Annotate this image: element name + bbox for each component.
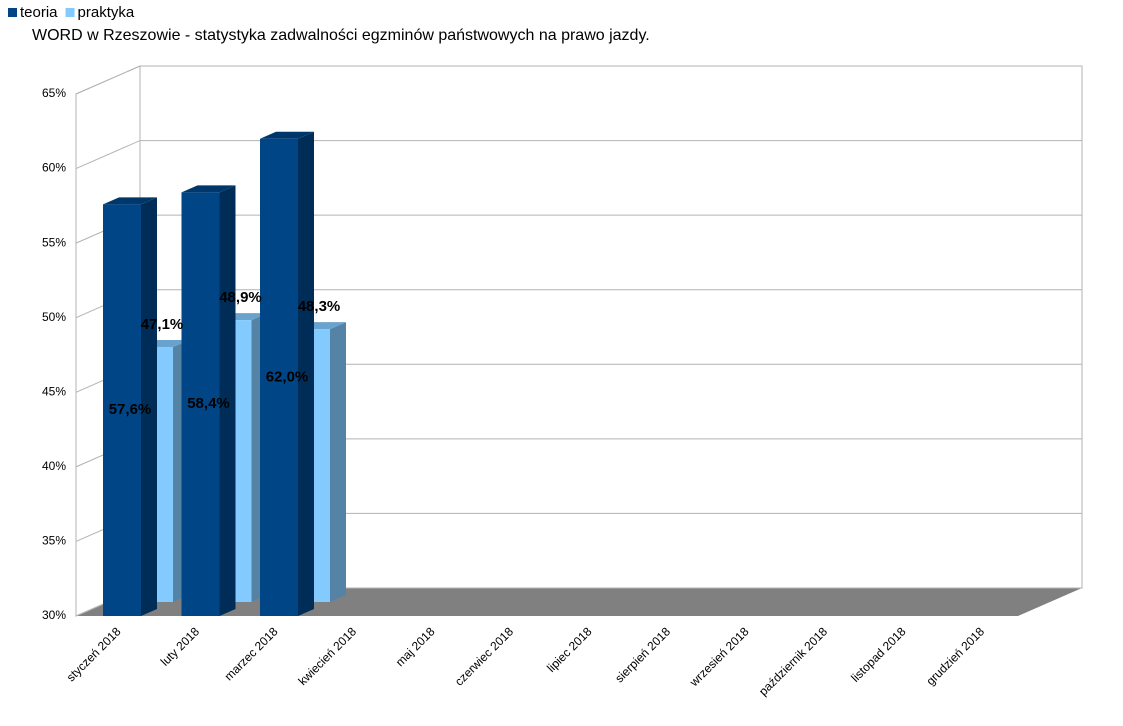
x-tick-label: kwiecień 2018 (295, 624, 359, 688)
value-label: 48,9% (219, 289, 262, 306)
x-tick-label: październik 2018 (756, 624, 830, 698)
x-tick-label: grudzień 2018 (923, 624, 987, 688)
bar-top (260, 131, 314, 139)
bar-side (298, 131, 314, 616)
bar-side (219, 185, 236, 617)
bar-side (330, 322, 346, 602)
x-tick-label: luty 2018 (158, 624, 203, 669)
legend-label: teoria (20, 4, 58, 21)
y-tick-label: 30% (42, 608, 66, 622)
bar-side (141, 197, 157, 616)
value-label: 48,3% (298, 298, 341, 315)
legend-label: praktyka (78, 4, 135, 21)
bar-front (103, 204, 141, 616)
y-tick-label: 55% (42, 235, 66, 249)
bar (260, 131, 314, 616)
value-label: 47,1% (141, 316, 184, 333)
bar (103, 197, 157, 616)
x-tick-label: wrzesień 2018 (686, 624, 752, 690)
bar (181, 185, 236, 617)
legend-swatch (65, 8, 75, 17)
grid-line (75, 65, 1082, 95)
y-tick-label: 35% (42, 534, 66, 548)
x-tick-label: lipiec 2018 (544, 624, 595, 675)
y-tick-label: 40% (42, 459, 66, 473)
bar-front (181, 192, 220, 617)
x-tick-label: czerwiec 2018 (452, 624, 516, 688)
x-tick-label: sierpień 2018 (612, 624, 673, 685)
value-label: 57,6% (109, 401, 152, 418)
x-tick-label: marzec 2018 (222, 624, 281, 683)
value-label: 58,4% (187, 395, 230, 412)
x-tick-label: styczeń 2018 (64, 624, 124, 684)
bar-front (260, 138, 298, 616)
y-tick-label: 60% (42, 161, 66, 175)
x-tick-label: maj 2018 (393, 624, 438, 669)
x-tick-label: listopad 2018 (848, 624, 909, 685)
legend-swatch (8, 8, 17, 17)
bar-top (103, 197, 157, 205)
value-label: 62,0% (266, 368, 309, 385)
grid-line (75, 140, 1082, 170)
chart-title: WORD w Rzeszowie - statystyka zadwalnośc… (32, 27, 650, 44)
y-tick-label: 65% (42, 86, 66, 100)
y-tick-label: 45% (42, 384, 66, 398)
y-tick-label: 50% (42, 310, 66, 324)
bar-top (181, 185, 236, 193)
